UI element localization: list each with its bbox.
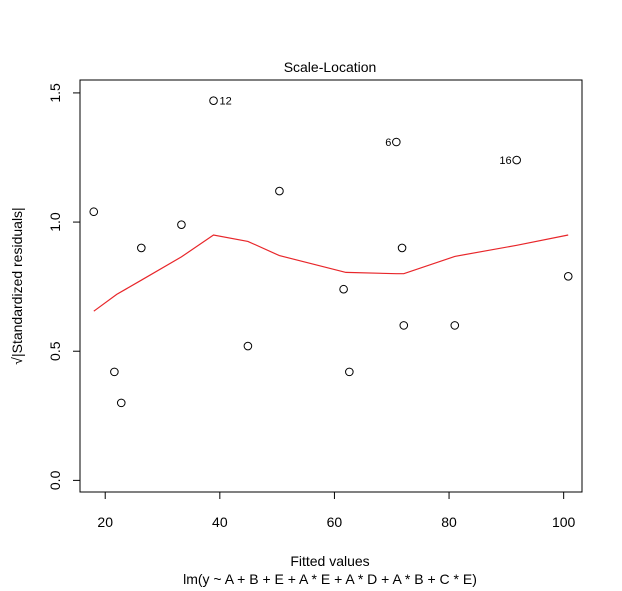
chart-subtitle: lm(y ~ A + B + E + A * E + A * D + A * B… [183, 571, 477, 587]
y-axis-label: √|Standardized residuals| [9, 207, 25, 364]
data-point [177, 220, 186, 229]
x-tick-label: 40 [212, 514, 228, 530]
data-point [397, 243, 407, 253]
point-label: 6 [385, 137, 391, 149]
data-point [116, 398, 126, 408]
y-axis: 0.0 0.5 1.0 1.5 [47, 83, 81, 490]
data-point [209, 96, 218, 105]
y-tick-label: 1.5 [47, 83, 63, 103]
y-tick-label: 0.5 [47, 341, 63, 361]
data-point [345, 367, 354, 377]
data-point [339, 284, 348, 294]
plot-frame [79, 79, 583, 493]
data-point [89, 207, 99, 217]
data-point [110, 367, 119, 377]
x-tick-label: 60 [327, 514, 343, 530]
x-tick-label: 100 [552, 514, 576, 530]
chart-title: Scale-Location [284, 59, 377, 75]
x-tick-label: 80 [441, 514, 457, 530]
data-point [392, 137, 401, 147]
x-axis: 20 40 60 80 100 [97, 491, 576, 530]
data-point [137, 243, 146, 253]
point-label: 12 [220, 96, 232, 108]
x-tick-label: 20 [97, 514, 113, 530]
data-point [563, 272, 573, 281]
data-point [275, 186, 284, 196]
x-axis-label: Fitted values [290, 553, 369, 569]
y-tick-label: 0.0 [47, 470, 63, 490]
points-layer: 12 6 16 [89, 96, 573, 408]
data-point [243, 341, 253, 351]
data-point [399, 321, 409, 330]
data-point [512, 155, 521, 165]
y-tick-label: 1.0 [47, 212, 63, 232]
smoother-line [93, 234, 569, 312]
data-point [450, 321, 460, 330]
point-label: 16 [499, 155, 511, 167]
smoother-layer [93, 234, 569, 312]
